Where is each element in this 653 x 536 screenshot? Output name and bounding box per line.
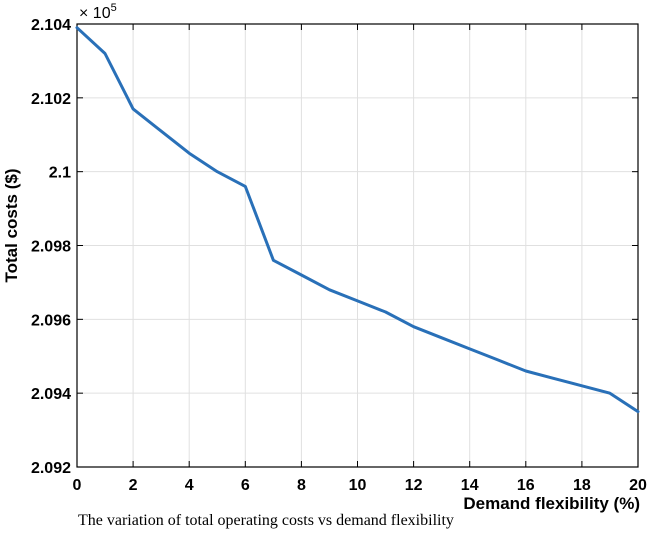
y-tick-label: 2.092 — [31, 460, 71, 477]
figure-caption: The variation of total operating costs v… — [78, 512, 454, 529]
x-axis-label: Demand flexibility (%) — [463, 494, 640, 513]
x-tick-label: 18 — [573, 477, 591, 494]
series-line — [75, 26, 640, 414]
y-tick-label: 2.1 — [49, 165, 71, 182]
x-tick-label: 4 — [185, 477, 194, 494]
x-tick-label: 10 — [349, 477, 367, 494]
y-axis-multiplier: × 105 — [79, 2, 117, 22]
y-tick-label: 2.096 — [31, 312, 71, 329]
y-tick-labels: 2.092 2.094 2.096 2.098 2.1 2.102 2.104 — [31, 17, 71, 477]
y-tick-label: 2.094 — [31, 386, 71, 403]
x-tick-label: 2 — [129, 477, 138, 494]
y-axis-label: Total costs ($) — [2, 169, 21, 283]
x-tick-label: 6 — [241, 477, 250, 494]
axis-ticks — [76, 23, 639, 468]
y-tick-label: 2.098 — [31, 239, 71, 256]
x-tick-label: 20 — [629, 477, 647, 494]
y-tick-label: 2.102 — [31, 91, 71, 108]
x-tick-label: 8 — [297, 477, 306, 494]
x-tick-label: 12 — [405, 477, 423, 494]
y-tick-label: 2.104 — [31, 17, 71, 34]
grid — [76, 23, 639, 468]
x-tick-label: 16 — [517, 477, 535, 494]
x-tick-label: 14 — [461, 477, 479, 494]
x-tick-label: 0 — [73, 477, 82, 494]
x-tick-labels: 0 2 4 6 8 10 12 14 16 18 20 — [73, 477, 647, 494]
